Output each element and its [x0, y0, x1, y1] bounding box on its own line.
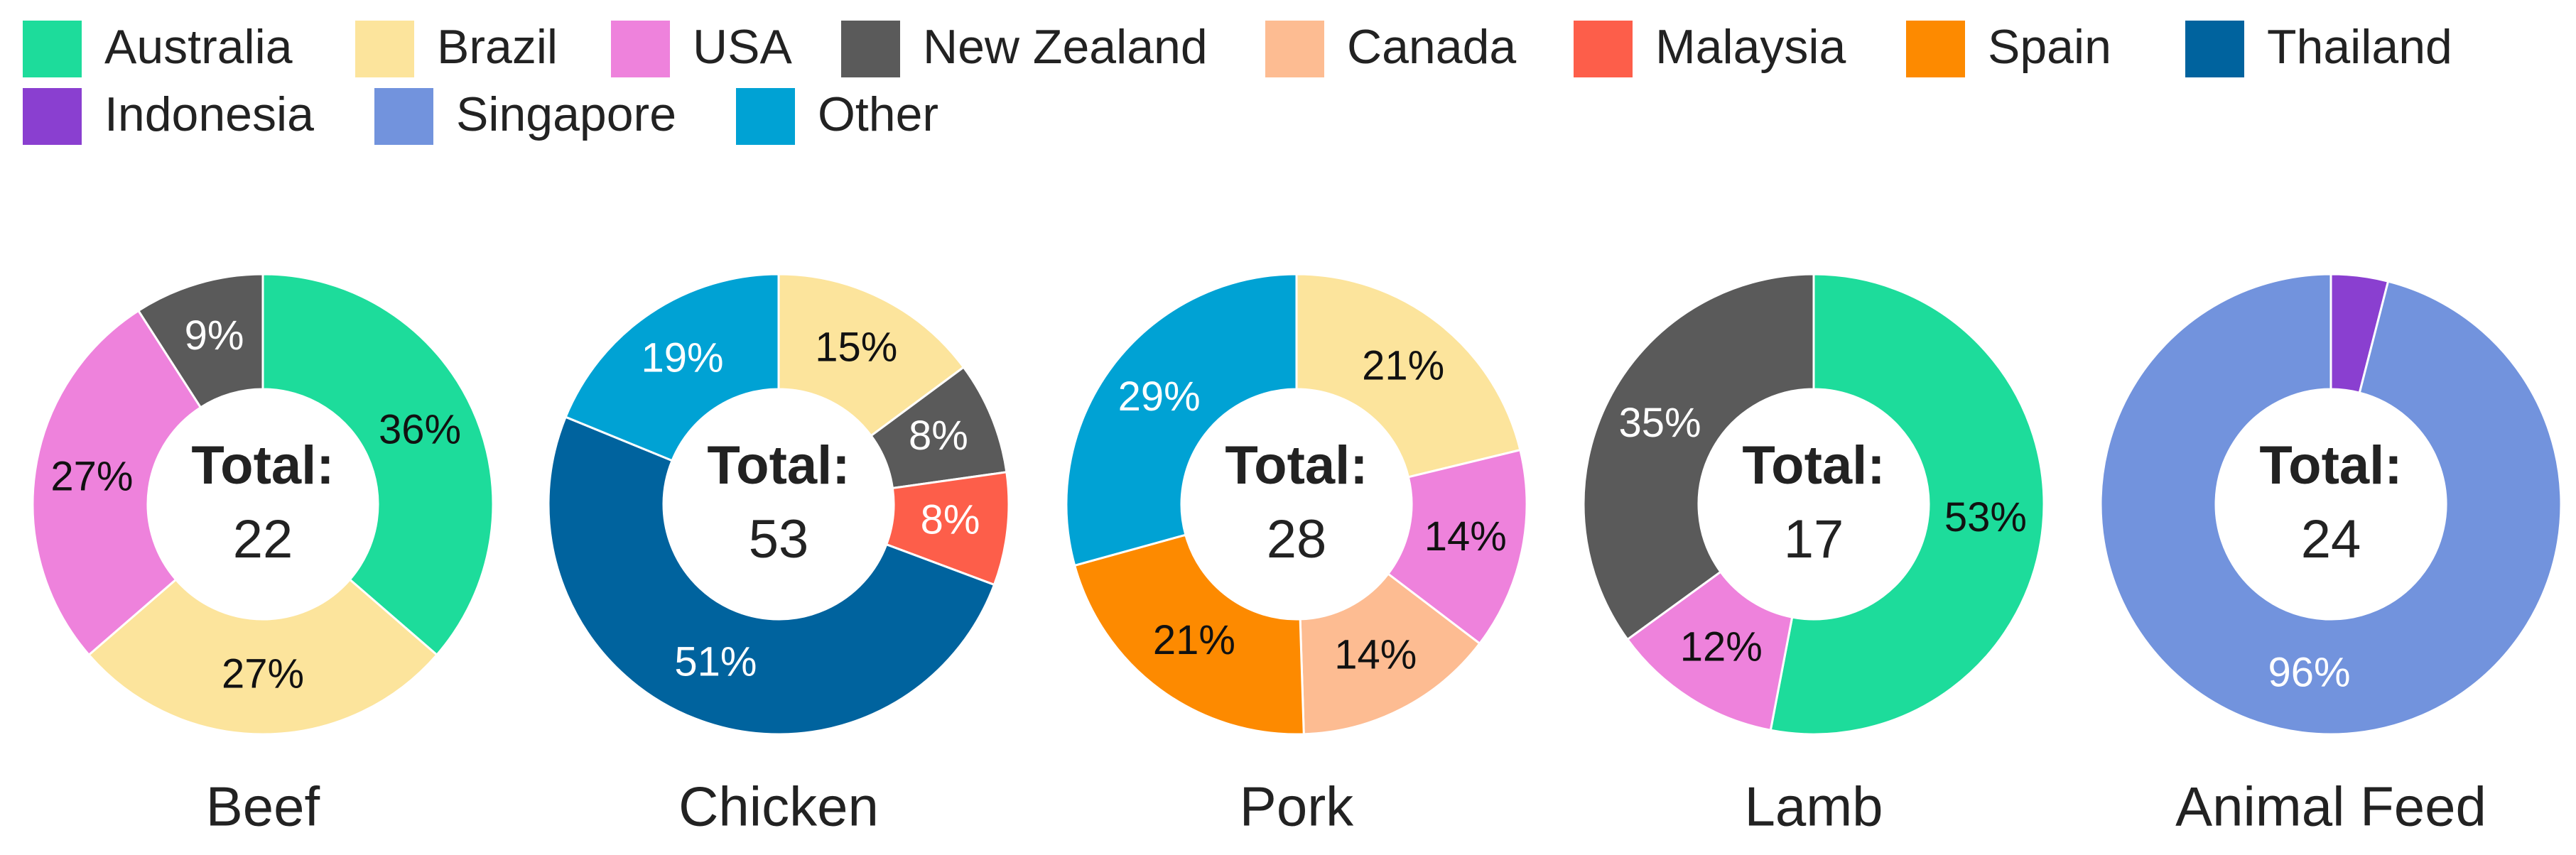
value-label: 12% — [1680, 623, 1763, 670]
value-label: 36% — [379, 406, 461, 452]
legend-label: Indonesia — [104, 87, 314, 141]
value-label: 15% — [815, 324, 897, 370]
value-label: 9% — [185, 312, 244, 359]
legend-swatch — [1265, 21, 1324, 77]
legend-label: Canada — [1347, 20, 1516, 74]
legend-label: New Zealand — [923, 20, 1208, 74]
donut-slice — [1073, 533, 1305, 736]
donut-slice — [1769, 273, 2045, 736]
legend-swatch — [23, 21, 82, 77]
legend-swatch — [736, 88, 795, 145]
legend-label: Brazil — [437, 20, 558, 74]
value-label: 14% — [1424, 513, 1507, 560]
value-label: 29% — [1118, 374, 1201, 420]
legend-swatch — [355, 21, 414, 77]
value-label: 35% — [1618, 400, 1701, 446]
legend-label: Thailand — [2267, 20, 2452, 74]
legend-label: Other — [818, 87, 938, 141]
center-total: 28 — [1267, 509, 1327, 570]
legend-swatch — [374, 88, 433, 145]
legend-label: Spain — [1988, 20, 2111, 74]
legend-swatch — [1906, 21, 1965, 77]
donut-slice — [87, 577, 438, 736]
legend-label: Malaysia — [1655, 20, 1846, 74]
center-label: Total: — [1225, 435, 1368, 496]
value-label: 19% — [642, 335, 724, 381]
center-label: Total: — [1742, 435, 1885, 496]
center-total: 22 — [233, 509, 293, 570]
value-label: 27% — [50, 454, 133, 500]
chart-title: Animal Feed — [2175, 775, 2486, 838]
value-label: 27% — [222, 650, 304, 697]
donut-slice — [1065, 273, 1298, 567]
chart-title: Beef — [206, 775, 320, 838]
legend-swatch — [611, 21, 670, 77]
value-label: 8% — [921, 497, 980, 543]
value-label: 21% — [1362, 342, 1444, 388]
donut-slice — [261, 273, 494, 657]
donut-slice — [1625, 570, 1794, 732]
legend-label: USA — [693, 20, 792, 74]
legend-swatch — [2185, 21, 2244, 77]
value-label: 96% — [2268, 649, 2350, 695]
donut-slice — [1582, 273, 1815, 641]
legend-label: Australia — [104, 20, 293, 74]
center-total: 17 — [1784, 509, 1844, 570]
legend-swatch — [1574, 21, 1633, 77]
donut-slice — [1386, 448, 1528, 646]
donut-slice — [547, 415, 996, 736]
donut-slice — [136, 273, 264, 409]
donut-slice — [777, 273, 965, 437]
donut-slice — [2099, 273, 2563, 736]
center-total: 24 — [2301, 509, 2361, 570]
center-label: Total: — [191, 435, 334, 496]
center-total: 53 — [749, 509, 809, 570]
chart-title: Pork — [1240, 775, 1354, 838]
value-label: 53% — [1944, 494, 2027, 540]
chart-title: Lamb — [1744, 775, 1883, 838]
donut-slice — [1299, 572, 1481, 736]
value-label: 14% — [1334, 631, 1417, 677]
donut-slice — [31, 309, 202, 657]
chart-title: Chicken — [678, 775, 879, 838]
value-label: 21% — [1153, 617, 1235, 663]
value-label: 51% — [674, 639, 757, 685]
value-label: 8% — [909, 413, 968, 459]
center-label: Total: — [2259, 435, 2402, 496]
donut-slice — [1295, 273, 1522, 479]
legend-label: Singapore — [456, 87, 676, 141]
legend-swatch — [23, 88, 82, 145]
legend-swatch — [841, 21, 900, 77]
center-label: Total: — [707, 435, 850, 496]
donut-slice — [564, 273, 780, 462]
